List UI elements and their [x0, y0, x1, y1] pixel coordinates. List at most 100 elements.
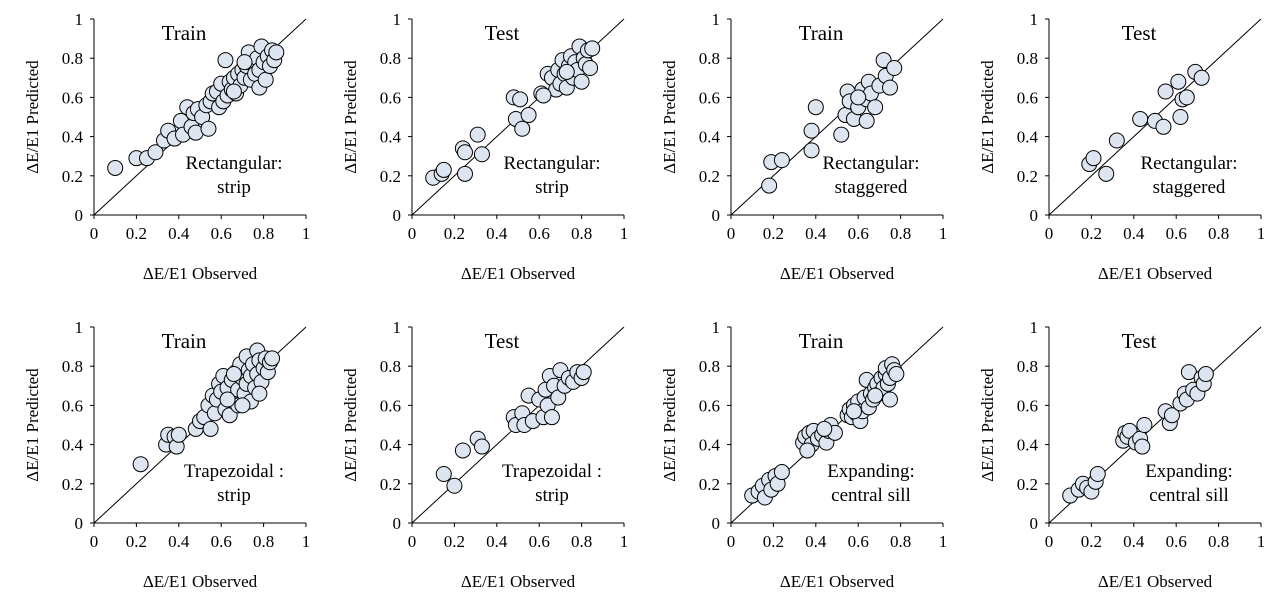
data-point — [107, 159, 124, 176]
y-tick-label: 0.4 — [1017, 128, 1039, 147]
x-tick-label: 0.2 — [763, 532, 784, 551]
panel-title: Train — [162, 21, 207, 45]
x-tick-label: 0.8 — [571, 532, 592, 551]
y-tick-label: 0.8 — [699, 357, 720, 376]
y-tick-label: 0.6 — [699, 396, 720, 415]
x-tick-label: 0.4 — [486, 532, 508, 551]
x-axis-title: ΔE/E1 Observed — [780, 572, 895, 591]
data-point — [435, 161, 452, 178]
panel-annotation-line1: Expanding: — [827, 461, 915, 482]
y-tick-label: 0.4 — [380, 436, 402, 455]
data-point — [882, 391, 898, 408]
data-point — [1132, 110, 1149, 127]
x-axis-title: ΔE/E1 Observed — [461, 264, 576, 283]
data-point — [807, 99, 824, 116]
y-axis-title: ΔE/E1 Predicted — [23, 60, 42, 174]
y-axis-title: ΔE/E1 Predicted — [341, 60, 360, 174]
panel-title: Test — [485, 329, 520, 353]
x-tick-label: 0.2 — [126, 532, 147, 551]
y-tick-label: 0.2 — [699, 167, 720, 186]
y-tick-label: 1 — [712, 318, 721, 337]
y-tick-label: 0 — [1030, 206, 1039, 225]
data-point — [1193, 69, 1210, 86]
data-point — [1089, 466, 1106, 482]
x-tick-label: 1 — [939, 532, 948, 551]
data-point — [268, 44, 285, 61]
y-tick-label: 0.6 — [380, 396, 401, 415]
data-point — [457, 165, 473, 182]
y-tick-label: 0.2 — [380, 167, 401, 186]
panel-title: Test — [485, 21, 520, 45]
data-point — [882, 79, 898, 96]
x-tick-label: 0.8 — [253, 532, 274, 551]
x-tick-label: 0 — [408, 532, 417, 551]
y-tick-label: 1 — [75, 318, 84, 337]
panel-annotation-line1: Expanding: — [1145, 461, 1233, 482]
x-tick-label: 1 — [620, 224, 629, 243]
x-tick-label: 0.4 — [1123, 224, 1145, 243]
y-tick-label: 1 — [1030, 10, 1039, 29]
data-point — [132, 456, 149, 473]
x-tick-label: 0.6 — [529, 224, 550, 243]
x-tick-label: 0 — [727, 224, 736, 243]
y-tick-label: 0.4 — [380, 128, 402, 147]
y-tick-label: 1 — [1030, 318, 1039, 337]
y-tick-label: 0.8 — [699, 49, 720, 68]
data-point — [850, 89, 867, 106]
y-tick-label: 0.6 — [380, 88, 401, 107]
scatter-panel: 0 0.2 0.4 0.6 0.8 1 0 0.2 0.4 0.6 0.8 1 Test Trapezoi… — [341, 318, 628, 591]
data-point — [582, 60, 599, 76]
x-tick-label: 0.6 — [848, 532, 869, 551]
y-tick-label: 0.6 — [62, 396, 83, 415]
panel-annotation-line2: strip — [217, 177, 251, 198]
data-point — [535, 87, 552, 104]
x-tick-label: 0.6 — [848, 224, 869, 243]
x-tick-label: 1 — [620, 532, 629, 551]
x-tick-label: 0 — [727, 532, 736, 551]
y-tick-label: 0.4 — [699, 128, 721, 147]
x-axis-title: ΔE/E1 Observed — [143, 572, 258, 591]
y-tick-label: 0 — [712, 206, 721, 225]
panel-annotation-line2: central sill — [1149, 485, 1229, 506]
x-axis-title: ΔE/E1 Observed — [1098, 572, 1213, 591]
data-point — [200, 120, 217, 137]
x-tick-label: 0.6 — [211, 532, 232, 551]
data-point — [803, 142, 820, 159]
data-point — [147, 144, 164, 161]
x-tick-label: 0 — [1045, 224, 1054, 243]
data-point — [225, 83, 242, 100]
data-point — [845, 403, 862, 420]
panel-title: Test — [1122, 329, 1157, 353]
data-point — [234, 397, 251, 414]
y-tick-label: 0 — [393, 206, 402, 225]
data-point — [1157, 83, 1174, 100]
data-point — [584, 40, 601, 57]
x-tick-label: 0.2 — [126, 224, 147, 243]
data-point — [858, 112, 875, 129]
data-point — [251, 385, 268, 402]
x-tick-label: 0.2 — [1081, 532, 1102, 551]
scatter-panel: 0 0.2 0.4 0.6 0.8 1 0 0.2 0.4 0.6 0.8 1 Test Expandin… — [978, 318, 1265, 591]
panel-title: Test — [1122, 21, 1157, 45]
x-tick-label: 1 — [302, 532, 311, 551]
x-tick-label: 0.2 — [444, 532, 465, 551]
panel-annotation-line1: Rectangular: — [822, 153, 919, 174]
y-axis-title: ΔE/E1 Predicted — [341, 368, 360, 482]
x-tick-label: 1 — [1257, 224, 1266, 243]
y-tick-label: 0.8 — [1017, 357, 1038, 376]
y-tick-label: 1 — [393, 318, 402, 337]
panel-annotation-line1: Rectangular: — [185, 153, 282, 174]
x-axis-title: ΔE/E1 Observed — [461, 572, 576, 591]
scatter-panel: 0 0.2 0.4 0.6 0.8 1 0 0.2 0.4 0.6 0.8 1 Test Rectangu… — [978, 10, 1265, 283]
panel-title: Train — [799, 21, 844, 45]
y-tick-label: 0.8 — [380, 49, 401, 68]
x-tick-label: 0.4 — [486, 224, 508, 243]
data-point — [520, 107, 537, 124]
data-point — [803, 122, 820, 139]
data-point — [236, 54, 253, 71]
y-tick-label: 0.2 — [62, 475, 83, 494]
x-axis-title: ΔE/E1 Observed — [780, 264, 895, 283]
y-tick-label: 0.4 — [62, 436, 84, 455]
x-tick-label: 0 — [408, 224, 417, 243]
